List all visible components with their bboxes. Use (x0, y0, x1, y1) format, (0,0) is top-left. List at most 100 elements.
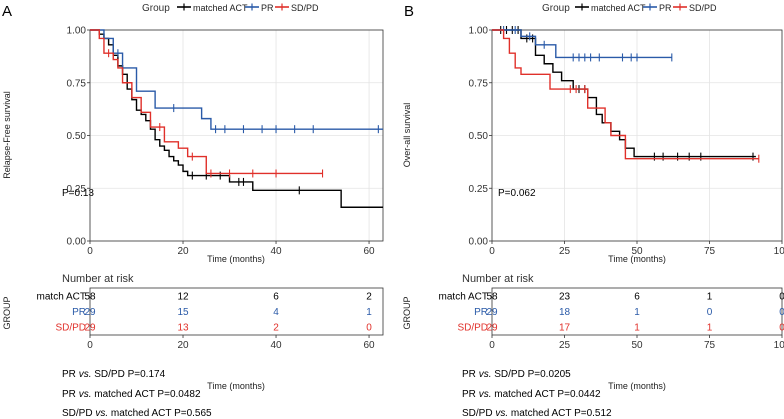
legend-b-title: Group (542, 3, 570, 14)
risk-table-b: Number at risk GROUP Time (months) (402, 273, 666, 391)
risk-count: 1 (366, 307, 372, 318)
risk-xlabel-b: Time (months) (608, 381, 666, 391)
risk-count: 0 (779, 323, 784, 334)
y-tick-label: 0.75 (469, 78, 489, 89)
risk-count: 0 (779, 291, 784, 302)
y-tick-label: 0.00 (469, 237, 489, 248)
risk-count: 6 (273, 291, 279, 302)
y-tick-label: 0.25 (469, 184, 489, 195)
risk-x-tick-label: 40 (270, 340, 282, 351)
comparison-a-3: SD/PD vs. matched ACT P=0.565 (62, 408, 212, 419)
risk-row-label: match ACT (439, 291, 488, 302)
risk-row-label: match ACT (37, 291, 86, 302)
y-tick-label: 1.00 (469, 26, 489, 37)
risk-row-label: SD/PD (55, 323, 86, 334)
risk-row-label: PR (474, 307, 488, 318)
km-curve-pr (492, 29, 672, 59)
risk-count: 17 (559, 323, 571, 334)
risk-x-tick-label: 0 (87, 340, 93, 351)
risk-frame (89, 287, 384, 336)
legend-a: Group matched ACT PR SD/PD (142, 3, 319, 14)
comparisons-a: PR vs. SD/PD P=0.174 PR vs. matched ACT … (62, 369, 212, 419)
risk-count: 23 (559, 291, 571, 302)
panel-a: A Group matched ACT PR SD/PD Relapse-Fre… (2, 3, 319, 264)
legend-a-title: Group (142, 3, 170, 14)
risk-x-tick-label: 60 (363, 340, 375, 351)
y-tick-label: 0.00 (67, 237, 87, 248)
legend-b-label-matched: matched ACT (591, 3, 646, 13)
risk-count: 58 (84, 291, 96, 302)
comparisons-b: PR vs. SD/PD P=0.0205 PR vs. matched ACT… (462, 369, 612, 419)
x-axis-title-a: Time (months) (207, 254, 265, 264)
y-tick-label: 1.00 (67, 26, 87, 37)
risk-count: 1 (707, 323, 713, 334)
risk-row-label: PR (72, 307, 86, 318)
risk-count: 18 (559, 307, 571, 318)
risk-count: 1 (634, 307, 640, 318)
y-tick-label: 0.75 (67, 78, 87, 89)
risk-x-tick-label: 75 (704, 340, 716, 351)
legend-b-label-pr: PR (659, 3, 672, 13)
risk-ylabel-a: GROUP (2, 296, 12, 329)
km-curve-pr (90, 29, 383, 130)
x-tick-label: 60 (363, 246, 375, 257)
x-axis-title-b: Time (months) (608, 254, 666, 264)
risk-count: 0 (779, 307, 784, 318)
comparison-a-1: PR vs. SD/PD P=0.174 (62, 369, 166, 380)
risk-count: 1 (634, 323, 640, 334)
risk-x-tick-label: 100 (774, 340, 784, 351)
risk-count: 58 (486, 291, 498, 302)
km-curve-matched (90, 29, 383, 208)
risk-x-tick-label: 0 (489, 340, 495, 351)
risk-count: 4 (273, 307, 279, 318)
x-tick-label: 50 (631, 246, 643, 257)
y-axis-title-b: Over-all survival (402, 103, 412, 168)
risk-count: 0 (707, 307, 713, 318)
risk-ylabel-b: GROUP (402, 296, 412, 329)
km-plot-a: 0.00 0.25 0.50 0.75 1.00 0 20 40 60 (67, 26, 384, 257)
comparison-b-1: PR vs. SD/PD P=0.0205 (462, 369, 571, 380)
p-value-b: P=0.062 (498, 188, 536, 199)
risk-count: 0 (366, 323, 372, 334)
x-tick-label: 75 (704, 246, 716, 257)
km-curve-matched (492, 29, 756, 158)
risk-count: 13 (177, 323, 189, 334)
km-curve-sdpd (492, 29, 759, 160)
km-curve-sdpd (90, 29, 323, 175)
risk-count: 29 (486, 323, 498, 334)
x-tick-label: 0 (87, 246, 93, 257)
risk-count: 15 (177, 307, 189, 318)
x-tick-label: 0 (489, 246, 495, 257)
x-tick-label: 20 (177, 246, 189, 257)
risk-count: 29 (486, 307, 498, 318)
legend-b: Group matched ACT PR SD/PD (542, 3, 717, 14)
risk-row-label: SD/PD (457, 323, 488, 334)
y-tick-label: 0.25 (67, 184, 87, 195)
risk-count: 29 (84, 323, 96, 334)
y-axis-title-a: Relapse-Free survival (2, 91, 12, 179)
y-tick-label: 0.50 (469, 131, 489, 142)
risk-x-tick-label: 25 (559, 340, 571, 351)
x-tick-label: 25 (559, 246, 571, 257)
p-value-a: P=0.13 (62, 188, 94, 199)
x-tick-label: 100 (774, 246, 784, 257)
risk-x-tick-label: 20 (177, 340, 189, 351)
risk-count: 6 (634, 291, 640, 302)
risk-count: 12 (177, 291, 189, 302)
x-tick-label: 40 (270, 246, 282, 257)
risk-xlabel-a: Time (months) (207, 381, 265, 391)
y-tick-label: 0.50 (67, 131, 87, 142)
comparison-a-2: PR vs. matched ACT P=0.0482 (62, 389, 201, 400)
legend-a-label-matched: matched ACT (193, 3, 248, 13)
risk-title-b: Number at risk (462, 273, 534, 285)
risk-title-a: Number at risk (62, 273, 134, 285)
risk-count: 1 (707, 291, 713, 302)
comparison-b-3: SD/PD vs. matched ACT P=0.512 (462, 408, 612, 419)
risk-x-tick-label: 50 (631, 340, 643, 351)
legend-a-label-pr: PR (261, 3, 274, 13)
panel-b: B Group matched ACT PR SD/PD Over-all su… (402, 3, 717, 264)
km-plot-b: 0.00 0.25 0.50 0.75 1.00 0 25 50 75 100 (469, 26, 784, 258)
